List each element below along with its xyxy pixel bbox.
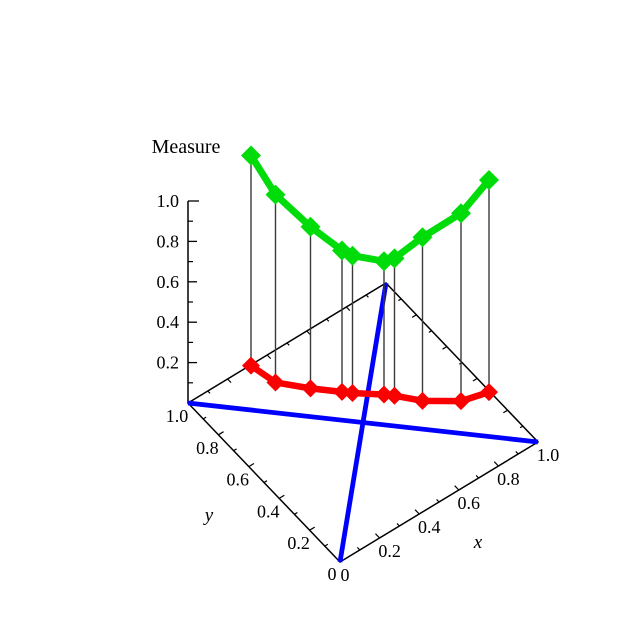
back-x-major-tick xyxy=(266,354,272,360)
y-axis-major-tick xyxy=(309,526,316,531)
x-axis-tick-label: 0.8 xyxy=(497,469,520,489)
z-axis-tick-label: 0.8 xyxy=(157,231,180,251)
z-axis-tick-label: 0.2 xyxy=(157,353,180,373)
y-axis-minor-tick xyxy=(294,511,298,515)
x-axis-minor-tick xyxy=(515,451,519,455)
upper-series-marker xyxy=(332,240,352,261)
upper-series-marker xyxy=(342,245,363,266)
z-axis-tick-label: 0.6 xyxy=(157,272,180,292)
y-axis-title: y xyxy=(203,505,214,526)
upper-series-marker xyxy=(384,248,405,269)
back-x-minor-tick xyxy=(207,390,211,394)
back-x-minor-tick xyxy=(365,294,369,298)
back-y-minor-tick xyxy=(428,330,432,333)
x-axis-tick-label: 0.4 xyxy=(418,517,441,537)
lower-series-marker xyxy=(333,382,351,401)
back-x-major-tick xyxy=(345,306,351,312)
lower-series-marker xyxy=(480,383,498,402)
lower-series-marker xyxy=(385,386,404,405)
z-axis-title: Measure xyxy=(152,136,221,158)
back-y-major-tick xyxy=(503,409,508,414)
y-axis-major-tick xyxy=(218,431,224,436)
upper-series-marker xyxy=(241,145,261,166)
y-axis-minor-tick xyxy=(263,480,268,484)
y-axis-major-tick xyxy=(248,462,255,468)
anti-diagonal-line xyxy=(187,400,539,445)
x-axis-major-tick xyxy=(493,461,499,467)
x-axis-major-tick xyxy=(414,509,420,515)
x-axis-tick-label: 0.6 xyxy=(458,493,481,513)
y-axis-tick-label: 0.8 xyxy=(196,438,219,458)
y-axis-tick-label: 0.6 xyxy=(227,470,250,490)
z-axis-tick-label: 0.4 xyxy=(157,312,180,332)
y-axis-tick-label: 0.4 xyxy=(257,501,280,521)
x-axis-minor-tick xyxy=(396,523,400,527)
x-axis-minor-tick xyxy=(356,547,361,551)
z-axis-tick-label: 1.0 xyxy=(157,191,180,211)
x-axis-title: x xyxy=(473,532,483,553)
upper-series-marker xyxy=(451,203,471,224)
back-x-major-tick xyxy=(227,378,232,384)
back-x-major-tick xyxy=(306,330,311,336)
y-axis-minor-tick xyxy=(233,448,237,452)
x-axis-major-tick xyxy=(454,485,460,491)
back-y-major-tick xyxy=(411,314,417,318)
upper-series-marker xyxy=(479,170,499,190)
upper-series-marker xyxy=(300,216,321,237)
x-axis-tick-label: 0.2 xyxy=(378,541,401,561)
lower-series-marker xyxy=(452,392,470,411)
lower-series-marker xyxy=(413,391,432,410)
back-y-major-tick xyxy=(472,377,478,382)
y-axis-tick-label: 0 xyxy=(328,564,337,584)
x-axis-minor-tick xyxy=(475,475,480,479)
y-axis-minor-tick xyxy=(324,543,329,547)
y-axis-tick-label: 1.0 xyxy=(166,406,189,426)
y-axis-tick-label: 0.2 xyxy=(287,533,310,553)
upper-series-marker xyxy=(412,227,433,248)
lower-series-marker xyxy=(343,384,362,403)
lower-series-line xyxy=(247,362,493,405)
back-y-minor-tick xyxy=(519,425,524,429)
lower-series-marker xyxy=(242,356,260,375)
lower-series-marker xyxy=(301,379,320,398)
y-axis-major-tick xyxy=(278,494,285,499)
lower-series-marker xyxy=(375,385,393,404)
x-axis-tick-label: 0 xyxy=(341,565,350,585)
x-axis-tick-label: 1.0 xyxy=(537,445,560,465)
lower-series-marker xyxy=(266,373,285,392)
upper-series-marker xyxy=(265,184,286,205)
x-axis-major-tick xyxy=(375,533,381,539)
back-y-major-tick xyxy=(442,346,448,350)
x-axis-minor-tick xyxy=(436,499,440,503)
back-x-minor-tick xyxy=(326,318,330,322)
y-axis-minor-tick xyxy=(202,416,207,420)
upper-series-line xyxy=(247,152,493,265)
back-x-minor-tick xyxy=(286,342,290,346)
back-y-minor-tick xyxy=(398,298,402,302)
